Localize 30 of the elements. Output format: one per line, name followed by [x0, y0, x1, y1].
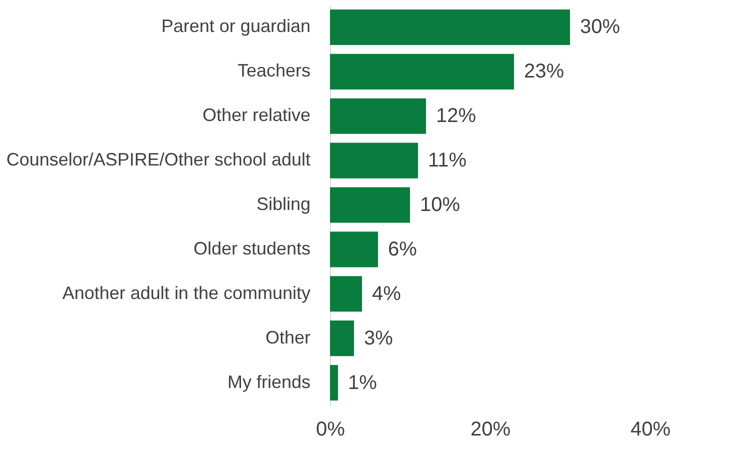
y-tick-label: Parent or guardian: [161, 16, 310, 36]
bar: [330, 9, 570, 45]
y-tick-label: Other relative: [202, 105, 310, 126]
data-label: 4%: [372, 282, 402, 305]
y-tick-label: Another adult in the community: [62, 282, 310, 303]
y-tick-label: Sibling: [256, 194, 310, 214]
x-tick-label: 20%: [470, 418, 511, 440]
data-label: 1%: [348, 372, 378, 394]
data-label: 10%: [420, 194, 460, 216]
x-tick-label: 0%: [316, 418, 346, 440]
data-label: 23%: [524, 60, 564, 83]
data-label: 11%: [428, 150, 467, 172]
bar: [330, 320, 354, 356]
data-label: 3%: [364, 327, 394, 350]
bar: [330, 54, 514, 90]
data-label: 12%: [436, 105, 476, 128]
x-tick-label: 40%: [630, 418, 671, 440]
data-label: 30%: [580, 16, 620, 38]
bar: [330, 365, 338, 401]
y-tick-label: Counselor/ASPIRE/Other school adult: [6, 150, 310, 170]
data-label: 6%: [388, 238, 418, 260]
y-tick-label: Teachers: [237, 60, 310, 81]
bar: [330, 276, 362, 312]
bar: [330, 232, 378, 268]
y-tick-label: My friends: [227, 372, 310, 392]
y-tick-label: Older students: [193, 238, 310, 258]
y-tick-label: Other: [265, 327, 310, 348]
bar: [330, 142, 418, 178]
bar: [330, 98, 426, 134]
bar: [330, 187, 410, 223]
